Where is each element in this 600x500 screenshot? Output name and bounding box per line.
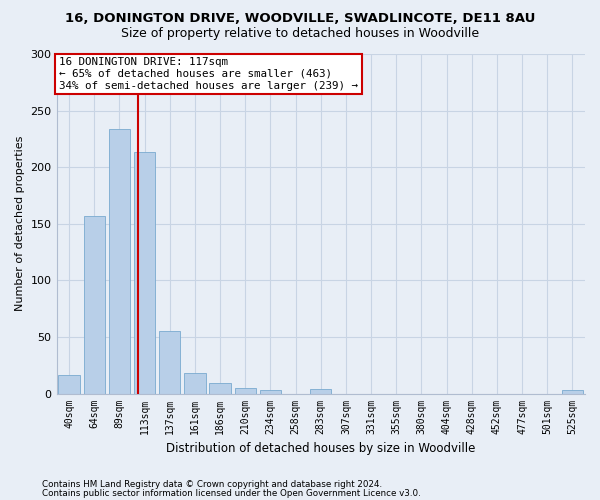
- Bar: [184, 373, 206, 394]
- Bar: [260, 390, 281, 394]
- Bar: [310, 389, 331, 394]
- Bar: [159, 332, 181, 394]
- Text: 16 DONINGTON DRIVE: 117sqm
← 65% of detached houses are smaller (463)
34% of sem: 16 DONINGTON DRIVE: 117sqm ← 65% of deta…: [59, 58, 358, 90]
- X-axis label: Distribution of detached houses by size in Woodville: Distribution of detached houses by size …: [166, 442, 475, 455]
- Text: Size of property relative to detached houses in Woodville: Size of property relative to detached ho…: [121, 28, 479, 40]
- Bar: [83, 216, 105, 394]
- Text: 16, DONINGTON DRIVE, WOODVILLE, SWADLINCOTE, DE11 8AU: 16, DONINGTON DRIVE, WOODVILLE, SWADLINC…: [65, 12, 535, 26]
- Bar: [109, 128, 130, 394]
- Text: Contains public sector information licensed under the Open Government Licence v3: Contains public sector information licen…: [42, 490, 421, 498]
- Bar: [134, 152, 155, 394]
- Text: Contains HM Land Registry data © Crown copyright and database right 2024.: Contains HM Land Registry data © Crown c…: [42, 480, 382, 489]
- Bar: [235, 388, 256, 394]
- Bar: [562, 390, 583, 394]
- Bar: [209, 384, 231, 394]
- Bar: [58, 376, 80, 394]
- Y-axis label: Number of detached properties: Number of detached properties: [15, 136, 25, 312]
